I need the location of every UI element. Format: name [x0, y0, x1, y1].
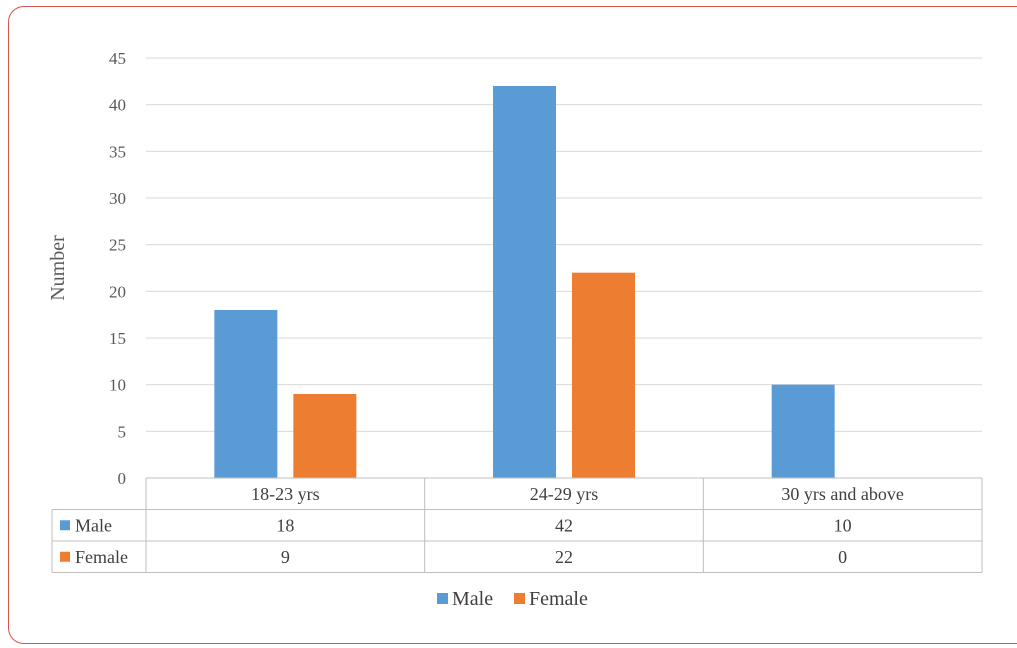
y-tick-label: 20: [109, 282, 126, 301]
legend-label: Male: [452, 588, 493, 610]
table-cell-value: 42: [555, 515, 573, 535]
table-legend-key: [60, 551, 70, 562]
table-series-label: Female: [75, 547, 128, 567]
y-tick-label: 25: [109, 236, 126, 255]
table-cell-value: 18: [276, 515, 294, 535]
bar-female-2: [572, 272, 635, 478]
y-tick-label: 30: [109, 189, 126, 208]
table-cell-value: 22: [555, 547, 573, 567]
x-category-label: 18-23 yrs: [251, 484, 320, 504]
y-tick-label: 5: [118, 422, 127, 441]
table-cell-value: 10: [834, 515, 852, 535]
y-tick-label: 15: [109, 329, 126, 348]
x-category-label: 24-29 yrs: [530, 484, 599, 504]
bar-male-3: [771, 384, 835, 478]
legend-label: Female: [529, 588, 588, 610]
data-table: 18-23 yrs 24-29 yrs 30 yrs and above Male 18…: [51, 477, 983, 573]
chart-frame: [8, 6, 1017, 644]
table-legend-key: [60, 520, 70, 531]
legend-key-female: [514, 593, 525, 604]
bars: [214, 86, 835, 478]
y-tick-label: 45: [109, 49, 126, 68]
y-axis-ticks: 0 5 10 15 20 25 30 35 40 45: [109, 49, 126, 488]
gridlines: [146, 57, 982, 432]
bar-male-1: [214, 310, 278, 478]
legend-key-male: [437, 593, 448, 604]
y-tick-label: 0: [118, 469, 127, 488]
table-cell-value: 9: [281, 547, 290, 567]
y-tick-label: 40: [109, 96, 126, 115]
x-category-label: 30 yrs and above: [781, 484, 903, 504]
y-axis-label: Number: [47, 235, 69, 301]
table-series-label: Male: [75, 515, 112, 535]
bar-female-1: [293, 394, 357, 478]
y-tick-label: 35: [109, 142, 126, 161]
legend: Male Female: [437, 588, 588, 610]
bar-male-2: [493, 86, 556, 478]
y-tick-label: 10: [109, 376, 126, 395]
table-cell-value: 0: [838, 547, 847, 567]
